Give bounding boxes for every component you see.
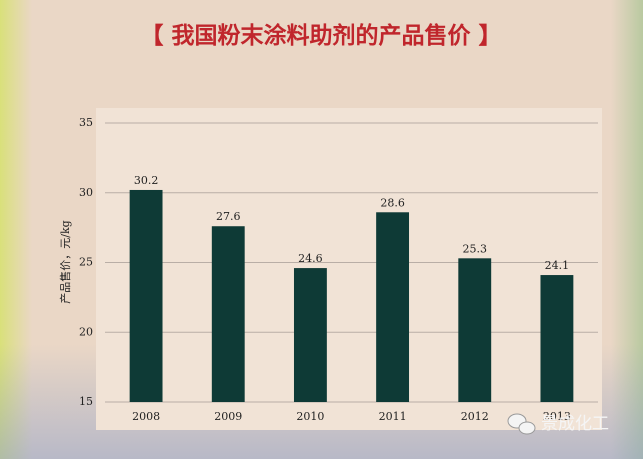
bar bbox=[376, 212, 410, 402]
x-tick-label: 2013 bbox=[543, 410, 571, 423]
watermark-icon bbox=[507, 413, 536, 435]
data-label: 25.3 bbox=[463, 242, 488, 255]
y-tick-label: 35 bbox=[79, 116, 93, 129]
watermark: 景成化工 bbox=[541, 414, 609, 434]
x-tick-label: 2011 bbox=[379, 410, 407, 423]
y-tick-label: 20 bbox=[79, 325, 93, 338]
bar bbox=[293, 268, 327, 402]
y-axis-label: 产品售价，元/kg bbox=[58, 220, 72, 303]
plot-panel bbox=[96, 108, 602, 430]
chart-title: 【 我国粉末涂料助剂的产品售价 】 bbox=[140, 22, 501, 49]
x-tick-label: 2008 bbox=[132, 410, 160, 423]
data-label: 28.6 bbox=[380, 196, 405, 209]
y-tick-label: 30 bbox=[79, 186, 93, 199]
bar bbox=[458, 258, 492, 402]
x-tick-label: 2009 bbox=[214, 410, 242, 423]
x-tick-label: 2010 bbox=[296, 410, 324, 423]
bar bbox=[540, 275, 574, 402]
y-tick-label: 25 bbox=[79, 256, 93, 269]
data-label: 24.1 bbox=[545, 259, 570, 272]
bar bbox=[129, 189, 163, 402]
data-label: 30.2 bbox=[134, 174, 159, 187]
bar bbox=[211, 226, 245, 402]
data-label: 24.6 bbox=[298, 252, 323, 265]
x-tick-label: 2012 bbox=[461, 410, 489, 423]
y-tick-label: 15 bbox=[79, 395, 93, 408]
data-label: 27.6 bbox=[216, 210, 241, 223]
